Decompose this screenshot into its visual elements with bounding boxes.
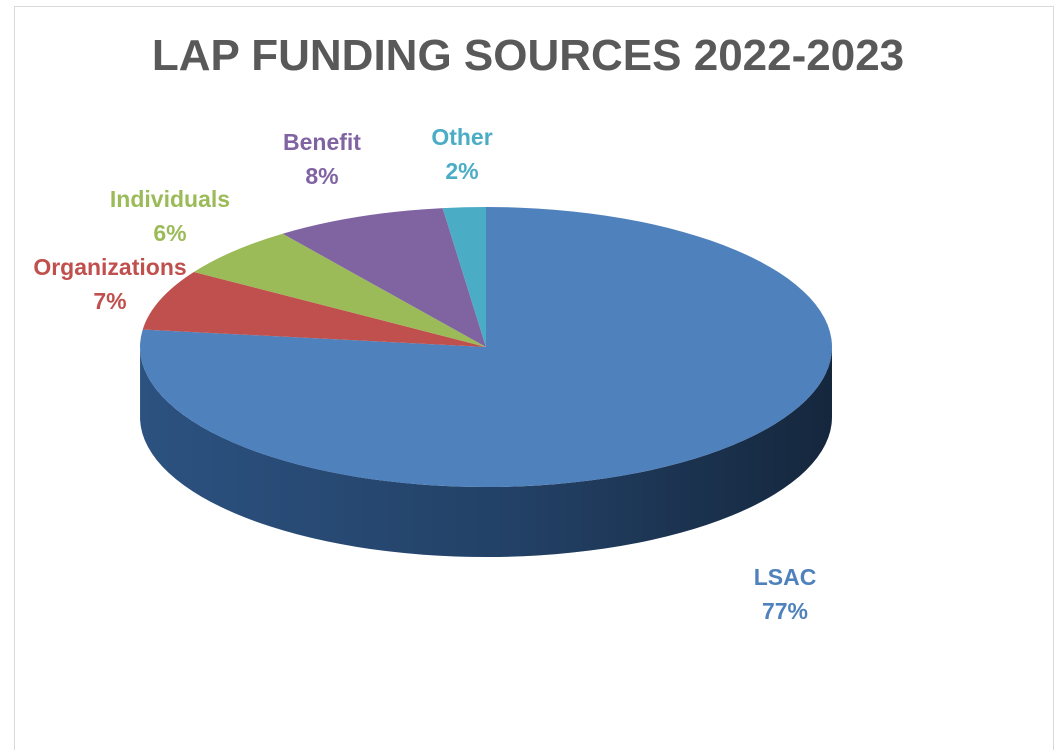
pie-label-organizations: Organizations bbox=[33, 254, 186, 280]
pie-tops bbox=[139, 207, 832, 487]
pie-slice-organizations bbox=[142, 271, 486, 347]
pie-value-lsac: 77% bbox=[762, 598, 808, 624]
pie-sides bbox=[140, 347, 832, 557]
pie-value-other: 2% bbox=[445, 158, 478, 184]
pie-labels: LSAC 77% Organizations 7% Individuals 6% Benef… bbox=[33, 124, 816, 624]
pie-label-other: Other bbox=[431, 124, 492, 150]
pie-slice-benefit bbox=[282, 208, 486, 347]
pie-value-benefit: 8% bbox=[305, 163, 338, 189]
pie-value-organizations: 7% bbox=[93, 288, 126, 314]
pie-value-individuals: 6% bbox=[153, 220, 186, 246]
pie-label-individuals: Individuals bbox=[110, 186, 230, 212]
pie-side-shade-lsac bbox=[140, 347, 832, 557]
chart-title: LAP FUNDING SOURCES 2022-2023 bbox=[152, 31, 904, 80]
pie-label-lsac: LSAC bbox=[754, 564, 817, 590]
pie-slice-other bbox=[442, 207, 486, 347]
pie-slice-individuals bbox=[193, 233, 486, 347]
pie-label-benefit: Benefit bbox=[283, 129, 361, 155]
